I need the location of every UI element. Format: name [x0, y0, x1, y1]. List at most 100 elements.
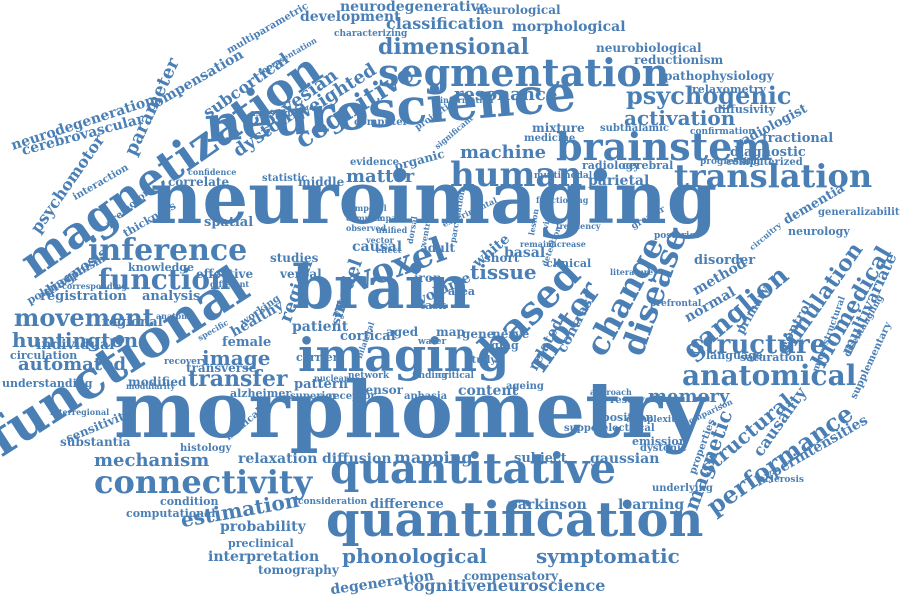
- word: network: [348, 371, 390, 381]
- word: anatomy: [156, 311, 195, 321]
- word: development: [300, 9, 401, 25]
- word: verbal: [280, 267, 322, 281]
- word: phonological: [342, 544, 487, 568]
- word: circulation: [10, 349, 78, 362]
- word: huntington: [12, 328, 139, 352]
- word: recovery: [164, 357, 207, 367]
- word: automated: [18, 354, 127, 375]
- word: aged: [386, 325, 419, 339]
- word: short: [484, 251, 520, 265]
- word: dystonic: [640, 443, 687, 454]
- word: relaxometry: [692, 83, 766, 96]
- word: condition: [160, 495, 219, 508]
- word: observed: [346, 223, 387, 233]
- word: assisted: [250, 109, 291, 119]
- word: relaxation: [238, 451, 318, 467]
- word: increase: [548, 239, 586, 249]
- word: prefrontal: [650, 299, 702, 309]
- word: disorder: [694, 253, 756, 268]
- word: approach: [590, 387, 632, 397]
- word: brainstem: [556, 124, 773, 169]
- word: inference: [88, 233, 248, 268]
- word: symptomatic: [536, 544, 680, 568]
- word: cerebral: [622, 159, 674, 172]
- word: brain: [292, 253, 471, 323]
- word: function: [98, 263, 231, 296]
- word: statistic: [262, 173, 308, 184]
- word: generalizability: [818, 207, 900, 218]
- word: substantia: [60, 435, 131, 449]
- word: literature: [610, 267, 654, 277]
- word: registration: [40, 289, 127, 304]
- word: medicine: [524, 133, 576, 144]
- word: segmentation: [378, 50, 670, 95]
- word: diagnostic: [730, 145, 806, 160]
- word: difference: [370, 497, 444, 512]
- word: superior: [290, 391, 338, 402]
- word: quantitative: [330, 444, 617, 493]
- word: subject: [514, 451, 567, 466]
- word: language: [706, 349, 763, 362]
- word: correlate: [168, 175, 230, 189]
- word: cognitiveneuroscience: [404, 576, 606, 595]
- word: finding: [412, 371, 448, 381]
- word: transverse: [186, 361, 257, 375]
- word: middle: [298, 175, 345, 189]
- word: complexity: [626, 415, 681, 425]
- word: tissue: [470, 260, 537, 284]
- word: dimensional: [378, 34, 530, 60]
- word: translation: [674, 157, 873, 195]
- word: resonance: [454, 84, 558, 105]
- word: psychogenic: [626, 81, 792, 110]
- word: area: [448, 285, 476, 298]
- word: movement: [14, 303, 154, 332]
- word: nuclear: [314, 373, 349, 383]
- word: image: [202, 346, 271, 370]
- word: temporal: [346, 203, 387, 213]
- word: circuitry: [747, 219, 784, 253]
- word: carrier: [296, 351, 339, 364]
- word: classification: [386, 14, 504, 33]
- word: characterizing: [334, 29, 408, 39]
- word: morphological: [512, 19, 626, 35]
- word: parietal: [588, 173, 650, 189]
- word: patient: [292, 319, 349, 335]
- word: posterior: [654, 231, 701, 241]
- word: unified: [376, 225, 408, 235]
- word: remain: [520, 239, 552, 249]
- word: structure: [690, 330, 827, 360]
- word: neurobiological: [596, 41, 702, 55]
- word: iron: [414, 271, 442, 285]
- word: mapping: [394, 448, 473, 467]
- word: interregional: [50, 407, 110, 417]
- word: fractional: [762, 131, 834, 146]
- word: pathophysiology: [664, 69, 774, 83]
- word: progressing: [700, 157, 761, 167]
- word: quantification: [326, 492, 704, 548]
- word: computerized: [726, 157, 803, 168]
- word: parkinson: [508, 497, 587, 513]
- word: mechanism: [94, 450, 210, 471]
- word: underlying: [652, 483, 713, 494]
- word: map: [436, 325, 465, 339]
- word: emission: [632, 435, 687, 448]
- word: task: [420, 299, 447, 312]
- word: adult: [420, 241, 455, 255]
- word: ageing: [506, 381, 544, 392]
- word: subthalamic: [600, 123, 670, 134]
- word: tomography: [258, 563, 339, 577]
- word: water: [418, 337, 447, 347]
- word: neuroimaging: [150, 155, 718, 240]
- word: human: [450, 155, 583, 195]
- word: imaging: [298, 328, 510, 382]
- word: confidence: [188, 167, 237, 177]
- word: evidence: [350, 157, 400, 168]
- word: support: [564, 423, 608, 434]
- word: consideration: [298, 497, 368, 507]
- word: neurological: [476, 3, 561, 17]
- word: cortical: [340, 329, 396, 344]
- word: studies: [270, 251, 319, 265]
- word: study: [466, 355, 497, 366]
- word: clinical: [546, 257, 592, 270]
- word: modularity: [126, 381, 176, 391]
